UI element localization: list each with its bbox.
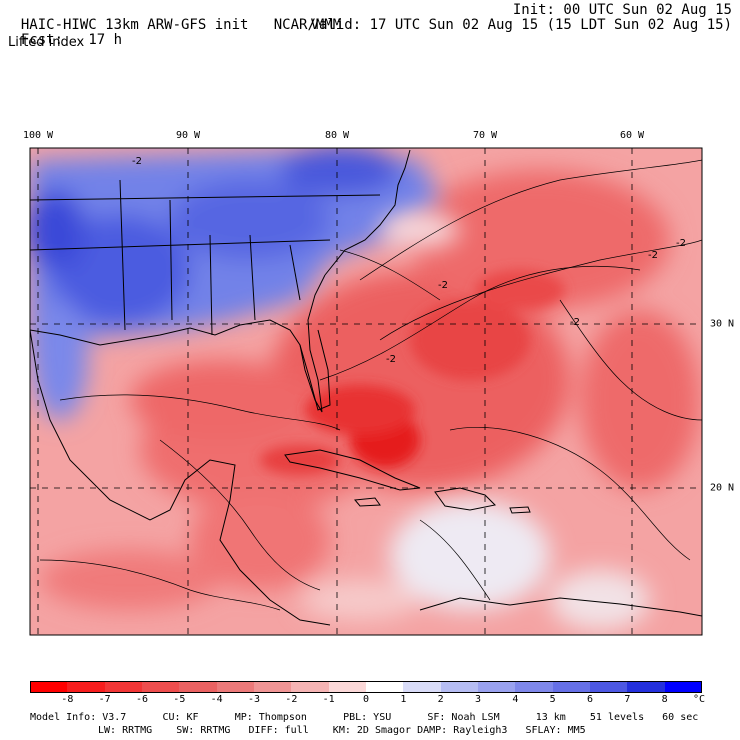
stable-areas — [30, 148, 440, 420]
colorbar-tick-label: -2 — [285, 694, 298, 705]
field-name: Lifted index — [8, 35, 85, 50]
colorbar-cell — [104, 681, 143, 693]
model-info-line1: Model Info: V3.7 CU: KF MP: Thompson PBL… — [30, 712, 699, 723]
colorbar-cell — [30, 681, 68, 693]
colorbar-tick-label: 2 — [437, 694, 444, 705]
contour-label: -2 — [570, 317, 580, 328]
colorbar-cell — [478, 681, 516, 693]
colorbar-cell — [254, 681, 292, 693]
contour-label: -2 — [676, 238, 686, 249]
lat-label-20n: 20 N — [710, 482, 735, 494]
contour-label: -2 — [386, 354, 396, 365]
colorbar-tick-label: -6 — [135, 694, 149, 705]
contours — [39, 159, 702, 611]
colorbar-cell — [179, 681, 218, 693]
model-info-line2: LW: RRTMG SW: RRTMG DIFF: full KM: 2D Sm… — [98, 725, 586, 736]
colorbar-tick-label: -1 — [322, 694, 335, 705]
colorbar-tick-label: 7 — [624, 694, 631, 705]
colorbar-tick-label: 3 — [474, 694, 482, 705]
valid-time: Valid: 17 UTC Sun 02 Aug 15 (15 LDT Sun … — [310, 17, 732, 33]
lon-label-80w: 80 W — [324, 130, 350, 141]
map-frame — [29, 147, 703, 636]
lat-label-30n: 30 N — [710, 318, 735, 330]
contour-label: -2 — [648, 250, 658, 261]
contour-label: -2 — [438, 280, 448, 291]
colorbar-tick-label: -7 — [98, 694, 111, 705]
colorbar-cell — [366, 681, 404, 693]
colorbar-cell — [515, 681, 554, 693]
colorbar-tick-label: -3 — [247, 694, 261, 705]
model-title: HAIC-HIWC 13km ARW-GFS init NCAR/MMM — [20, 17, 342, 33]
colorbar-cell — [590, 681, 628, 693]
colorbar-cell — [67, 681, 106, 693]
lon-label-70w: 70 W — [472, 130, 498, 141]
colorbar-tick-label: -5 — [173, 694, 186, 705]
contour-labels: -2 -2 -2 -2 -2 -2 — [132, 156, 686, 365]
org-label: NCAR/MMM — [273, 17, 342, 33]
colorbar-cell — [216, 681, 255, 693]
forecast-hour: Fcst: 17 h — [20, 32, 123, 48]
init-time: Init: 00 UTC Sun 02 Aug 15 — [512, 2, 732, 18]
map-field: -2 -2 -2 -2 -2 -2 — [30, 148, 702, 635]
colorbar-cell — [291, 681, 330, 693]
colorbar-cell — [328, 681, 367, 693]
colorbar-cell — [552, 681, 591, 693]
colorbar-tick-label: -4 — [210, 694, 223, 705]
colorbar-cell — [142, 681, 180, 693]
contour-label: -2 — [132, 156, 142, 167]
colorbar-cell — [664, 681, 703, 693]
colorbar-cell — [440, 681, 479, 693]
lon-label-90w: 90 W — [175, 130, 201, 141]
colorbar-cell — [627, 681, 666, 693]
colorbar-tick-label: 8 — [661, 694, 668, 705]
colorbar-tick-label: 5 — [549, 694, 556, 705]
lon-label-100w: 100 W — [22, 130, 54, 141]
coastlines — [30, 149, 702, 626]
colorbar-cell — [403, 681, 442, 693]
colorbar-tick-label: 4 — [512, 694, 519, 705]
lat-lon-grid — [30, 148, 702, 635]
colorbar-unit: °C — [692, 694, 706, 705]
colorbar-tick-label: 6 — [586, 694, 594, 705]
colorbar-tick-label: 1 — [400, 694, 407, 705]
lon-label-60w: 60 W — [619, 130, 645, 141]
colorbar-tick-label: -8 — [61, 694, 74, 705]
colorbar-tick-label: 0 — [362, 694, 370, 705]
colorbar-frame — [30, 681, 702, 693]
